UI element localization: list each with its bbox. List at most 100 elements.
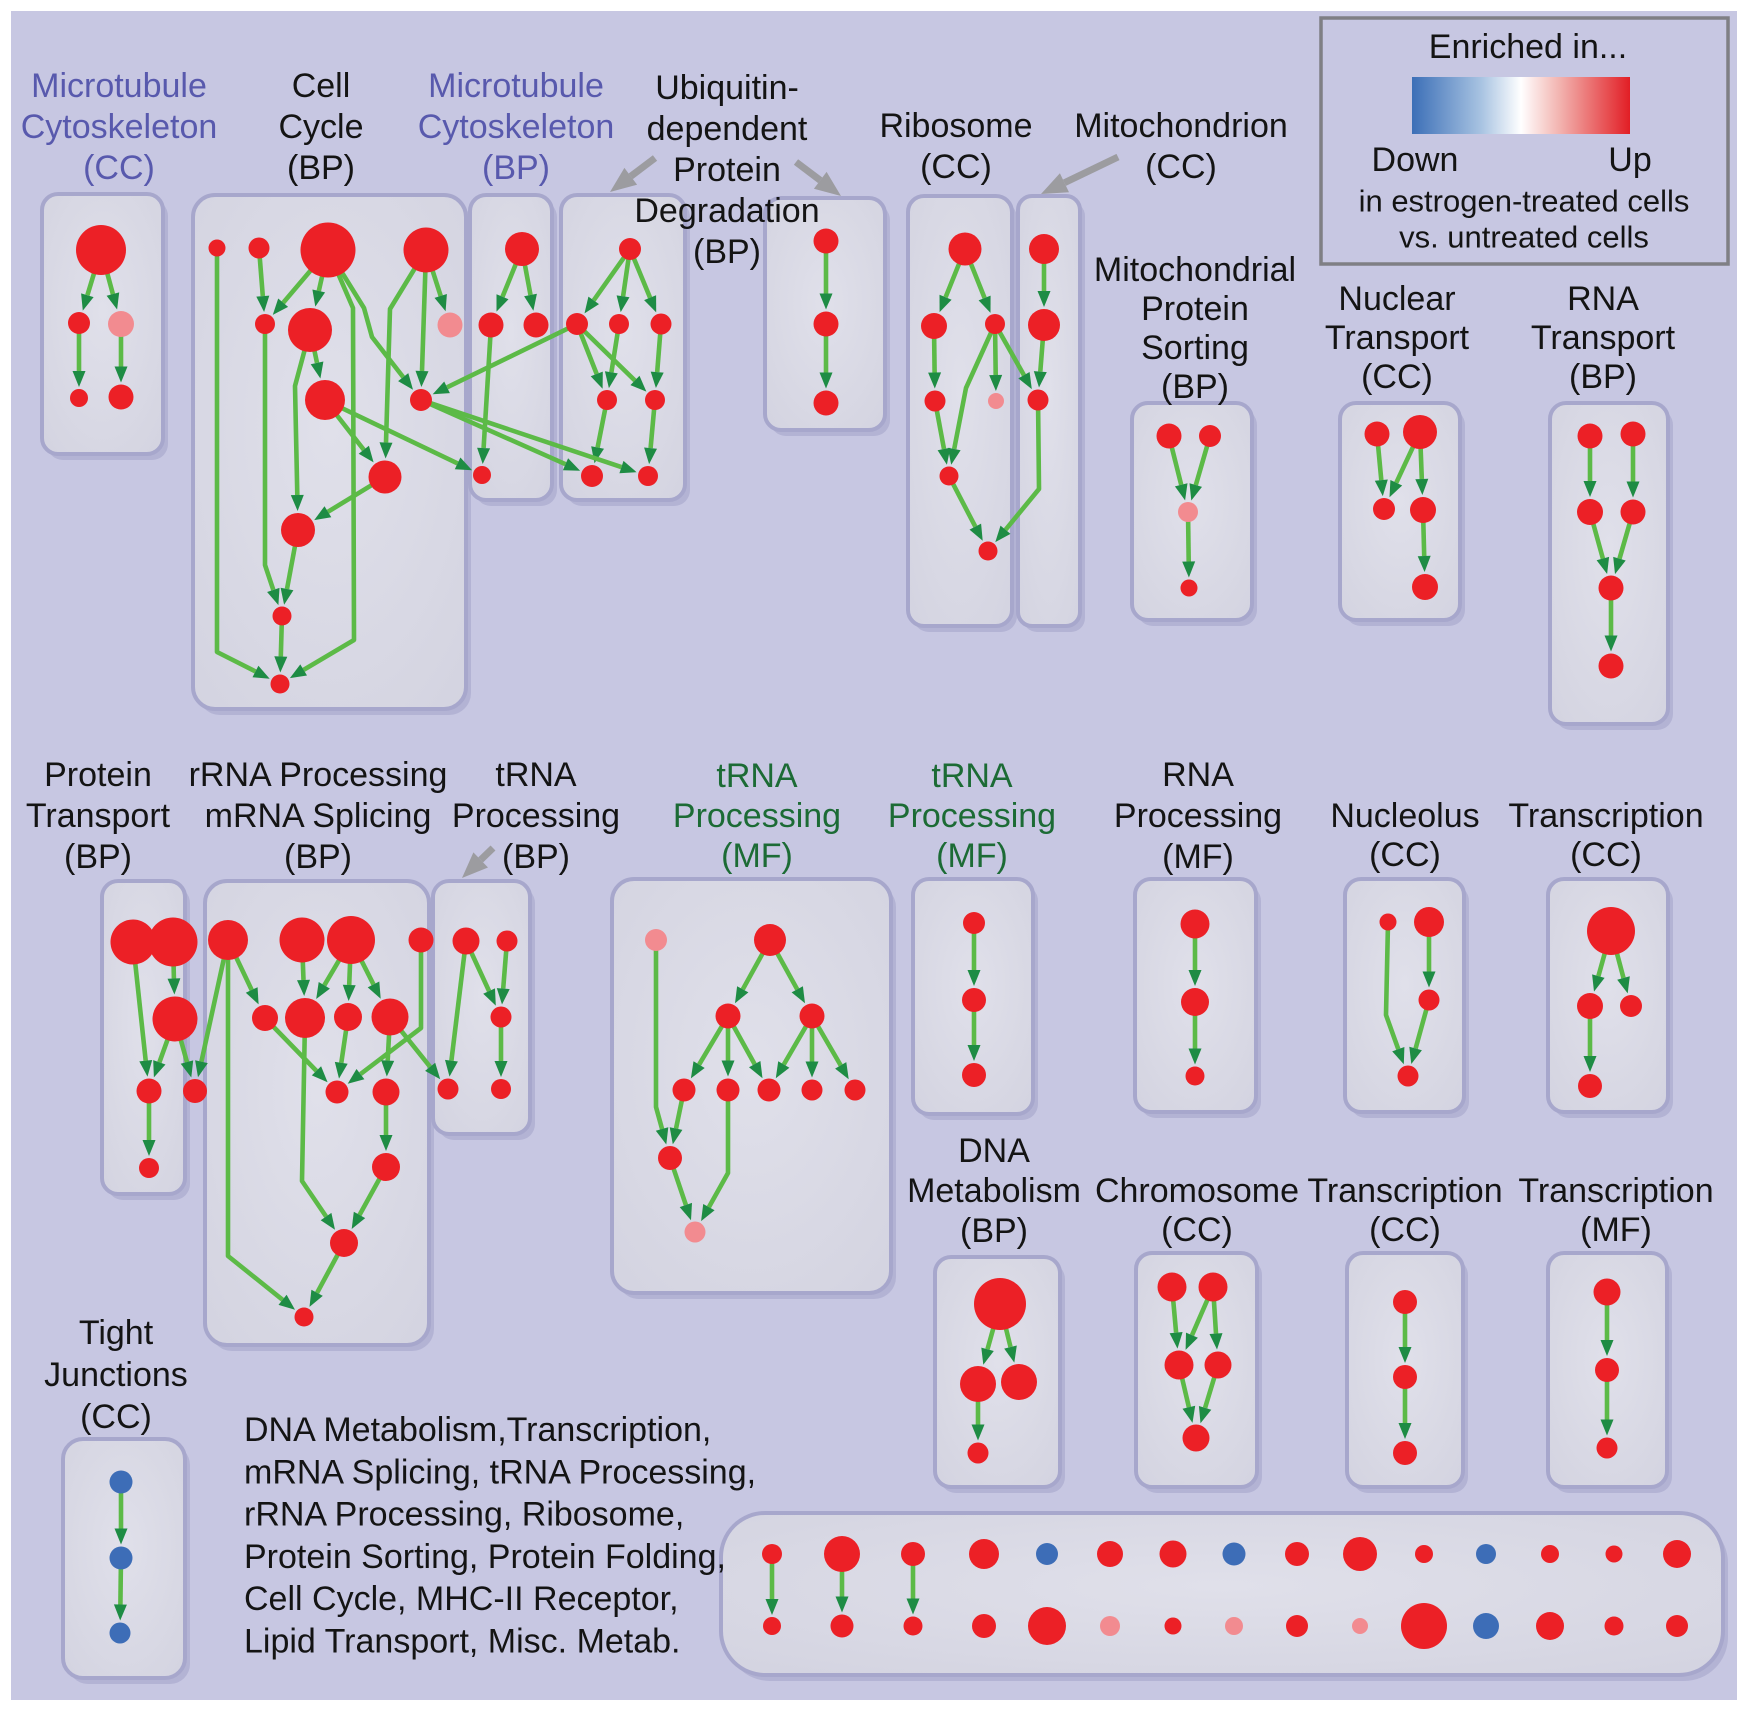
edge-trbp_2-to-trbp_3-arrowhead	[496, 988, 510, 1005]
label-tight-junctions-cc-line1: Tight	[79, 1314, 154, 1352]
label-rna-transport-bp-line1: RNA	[1567, 280, 1639, 318]
node-ub1_lr	[645, 390, 665, 410]
misc-node-bottom-2	[830, 1614, 854, 1638]
node-tj_1	[109, 1470, 133, 1494]
label-trna-processing-mf-small-line1: tRNA	[931, 757, 1013, 795]
label-protein-transport-bp-line2: Transport	[26, 797, 171, 835]
node-mtbp_1	[505, 232, 539, 266]
node-tmfb_2	[1595, 1358, 1619, 1382]
node-nt_3	[1373, 498, 1395, 520]
box-misc-clusters	[719, 1511, 1725, 1677]
edge-tj_2-to-tj_3-arrowhead	[113, 1604, 127, 1621]
label-mitochondrion-cc-line1: Mitochondrion	[1074, 107, 1288, 145]
edge-cc_3-to-cc_13-arrowhead	[289, 664, 307, 679]
node-cc_4	[403, 227, 449, 273]
misc-node-bottom-10	[1352, 1618, 1368, 1634]
label-trna-processing-mf-large-line1: tRNA	[716, 757, 798, 795]
node-dnam_2	[960, 1366, 996, 1402]
edge-mtcc_a-to-mtcc_b-arrowhead	[81, 293, 94, 311]
cross-edge-cc_8-to-mtbp_b	[334, 403, 459, 466]
edge-tmf1_1-to-tmf1_l	[673, 1096, 685, 1130]
edge-dnam_1-to-dnam_3-arrowhead	[1004, 1345, 1017, 1363]
misc-node-top-10	[1343, 1537, 1377, 1571]
node-tc2_2	[1577, 993, 1603, 1019]
edge-tmf1_b-to-tmf1_3	[781, 1021, 811, 1066]
node-mtcc_e	[108, 384, 134, 410]
edge-tmf1_a-to-tmf1_2-arrowhead	[721, 1060, 735, 1077]
edge-trbp_2-to-trbp_3	[500, 947, 509, 989]
edge-chr_3-to-chr_5-arrowhead	[1182, 1405, 1196, 1423]
edge-trbp_3-to-trbp_5-arrowhead	[494, 1061, 508, 1077]
node-mtcc_c	[108, 311, 134, 337]
node-tmf1_5	[844, 1079, 866, 1101]
edge-rrna_m2-to-rrna_l4-arrowhead	[320, 1212, 335, 1230]
edge-ub1_ml-to-ub1_ll-arrowhead	[590, 371, 603, 389]
node-rnap_2	[1181, 988, 1209, 1016]
node-cc_2	[248, 237, 270, 259]
edge-tmf1_p-to-tmf1_l	[653, 946, 665, 1130]
edge-cc_6-to-cc_8-arrowhead	[310, 361, 324, 379]
edge-rrna_n2-to-rrna_m2-arrowhead	[297, 979, 310, 996]
node-chr_5	[1182, 1424, 1210, 1452]
edge-chr_3-to-chr_5	[1178, 1372, 1192, 1408]
node-cc_1	[208, 239, 226, 257]
label-nuclear-transport-cc-line3: (CC)	[1361, 358, 1433, 396]
node-chr_2	[1198, 1272, 1228, 1302]
edge-mito_1-to-mito_2-arrowhead	[1037, 291, 1051, 307]
misc-node-bottom-15	[1666, 1615, 1688, 1637]
misc-node-bottom-3	[903, 1616, 923, 1636]
edge-tc3_2-to-tc3_3-arrowhead	[1398, 1423, 1412, 1439]
edge-nt_1-to-nt_3-arrowhead	[1374, 479, 1388, 497]
edge-tmf1_b-to-tmf1_3-arrowhead	[775, 1061, 790, 1079]
gray-arrow-to-mitochondrion-box-head	[1041, 173, 1069, 194]
edge-trbp_1-to-trbp_3-arrowhead	[483, 988, 496, 1006]
label-microtubule-cytoskeleton-cc-line2: Cytoskeleton	[21, 108, 218, 146]
misc-node-bottom-1	[763, 1617, 781, 1635]
node-nt_1	[1364, 421, 1390, 447]
edge-chr_2-to-chr_3-arrowhead	[1185, 1332, 1198, 1350]
edge-tc2_2-to-tc2_4-arrowhead	[1583, 1056, 1597, 1072]
edge-tmf1_t-to-tmf1_b	[772, 947, 800, 991]
cross-edge-rib_3-to-mito_3-arrowhead	[1018, 372, 1032, 390]
edge-ub1_ml-to-ub1_lr-arrowhead	[630, 375, 647, 392]
node-mtbp_2	[478, 312, 504, 338]
edge-tmf1_a-to-tmf1_3-arrowhead	[749, 1061, 763, 1079]
edge-tj_2-to-tj_3	[118, 1564, 124, 1605]
label-dna-metabolism-bp-line3: (BP)	[960, 1212, 1028, 1250]
node-chr_3	[1164, 1350, 1194, 1380]
node-ub2_1	[813, 228, 839, 254]
edge-tmf1_l-to-tmf1_q-arrowhead	[679, 1202, 692, 1221]
label-nucleolus-cc-line1: Nucleolus	[1330, 797, 1479, 835]
edge-cc_2-to-cc_5-arrowhead	[256, 295, 270, 312]
edge-rib_2-to-rib_4	[931, 333, 937, 373]
label-ribosome-cc-line1: Ribosome	[879, 107, 1032, 145]
edge-tmf1_l-to-tmf1_q	[670, 1164, 689, 1206]
misc-node-top-9	[1285, 1542, 1309, 1566]
cross-edge-rrna_n1-to-pt_5-arrowhead	[195, 1060, 208, 1078]
node-chr_4	[1204, 1351, 1232, 1379]
label-cell-cycle-bp-line1: Cell	[292, 67, 351, 105]
cross-edge-cc_hub-to-ub1_bl	[426, 400, 567, 467]
label-tight-junctions-cc-line2: Junctions	[44, 1356, 188, 1394]
edge-mtcc_b-to-mtcc_d-arrowhead	[72, 371, 86, 387]
label-mitochondrial-protein-sorting-bp-line1: Mitochondrial	[1094, 251, 1296, 289]
node-tmf2_3	[962, 1063, 986, 1087]
misc-node-top-14	[1605, 1545, 1623, 1563]
box-microtubule-cytoskeleton-cc	[40, 192, 165, 456]
node-tc3_1	[1393, 1290, 1417, 1314]
node-cc_10	[368, 460, 402, 494]
node-trbp_2	[496, 930, 518, 952]
node-rrna_m3	[334, 1003, 362, 1031]
node-rrna_m1	[252, 1005, 278, 1031]
edge-ub1_mr-to-ub1_lr	[654, 330, 663, 373]
misc-node-bottom-14	[1604, 1616, 1624, 1636]
edge-tmfb_1-to-tmfb_2-arrowhead	[1600, 1340, 1614, 1356]
misc-node-bottom-11	[1401, 1603, 1447, 1649]
node-tmf1_b	[799, 1003, 825, 1029]
node-nuc_4	[1397, 1065, 1419, 1087]
edge-tj_1-to-tj_2-arrowhead	[114, 1528, 128, 1545]
edge-nt_4-to-nt_5-arrowhead	[1417, 555, 1431, 572]
edge-rt_2-to-rt_4-arrowhead	[1626, 481, 1640, 498]
edge-rrna_l2-to-rrna_l3-arrowhead	[379, 1135, 393, 1151]
